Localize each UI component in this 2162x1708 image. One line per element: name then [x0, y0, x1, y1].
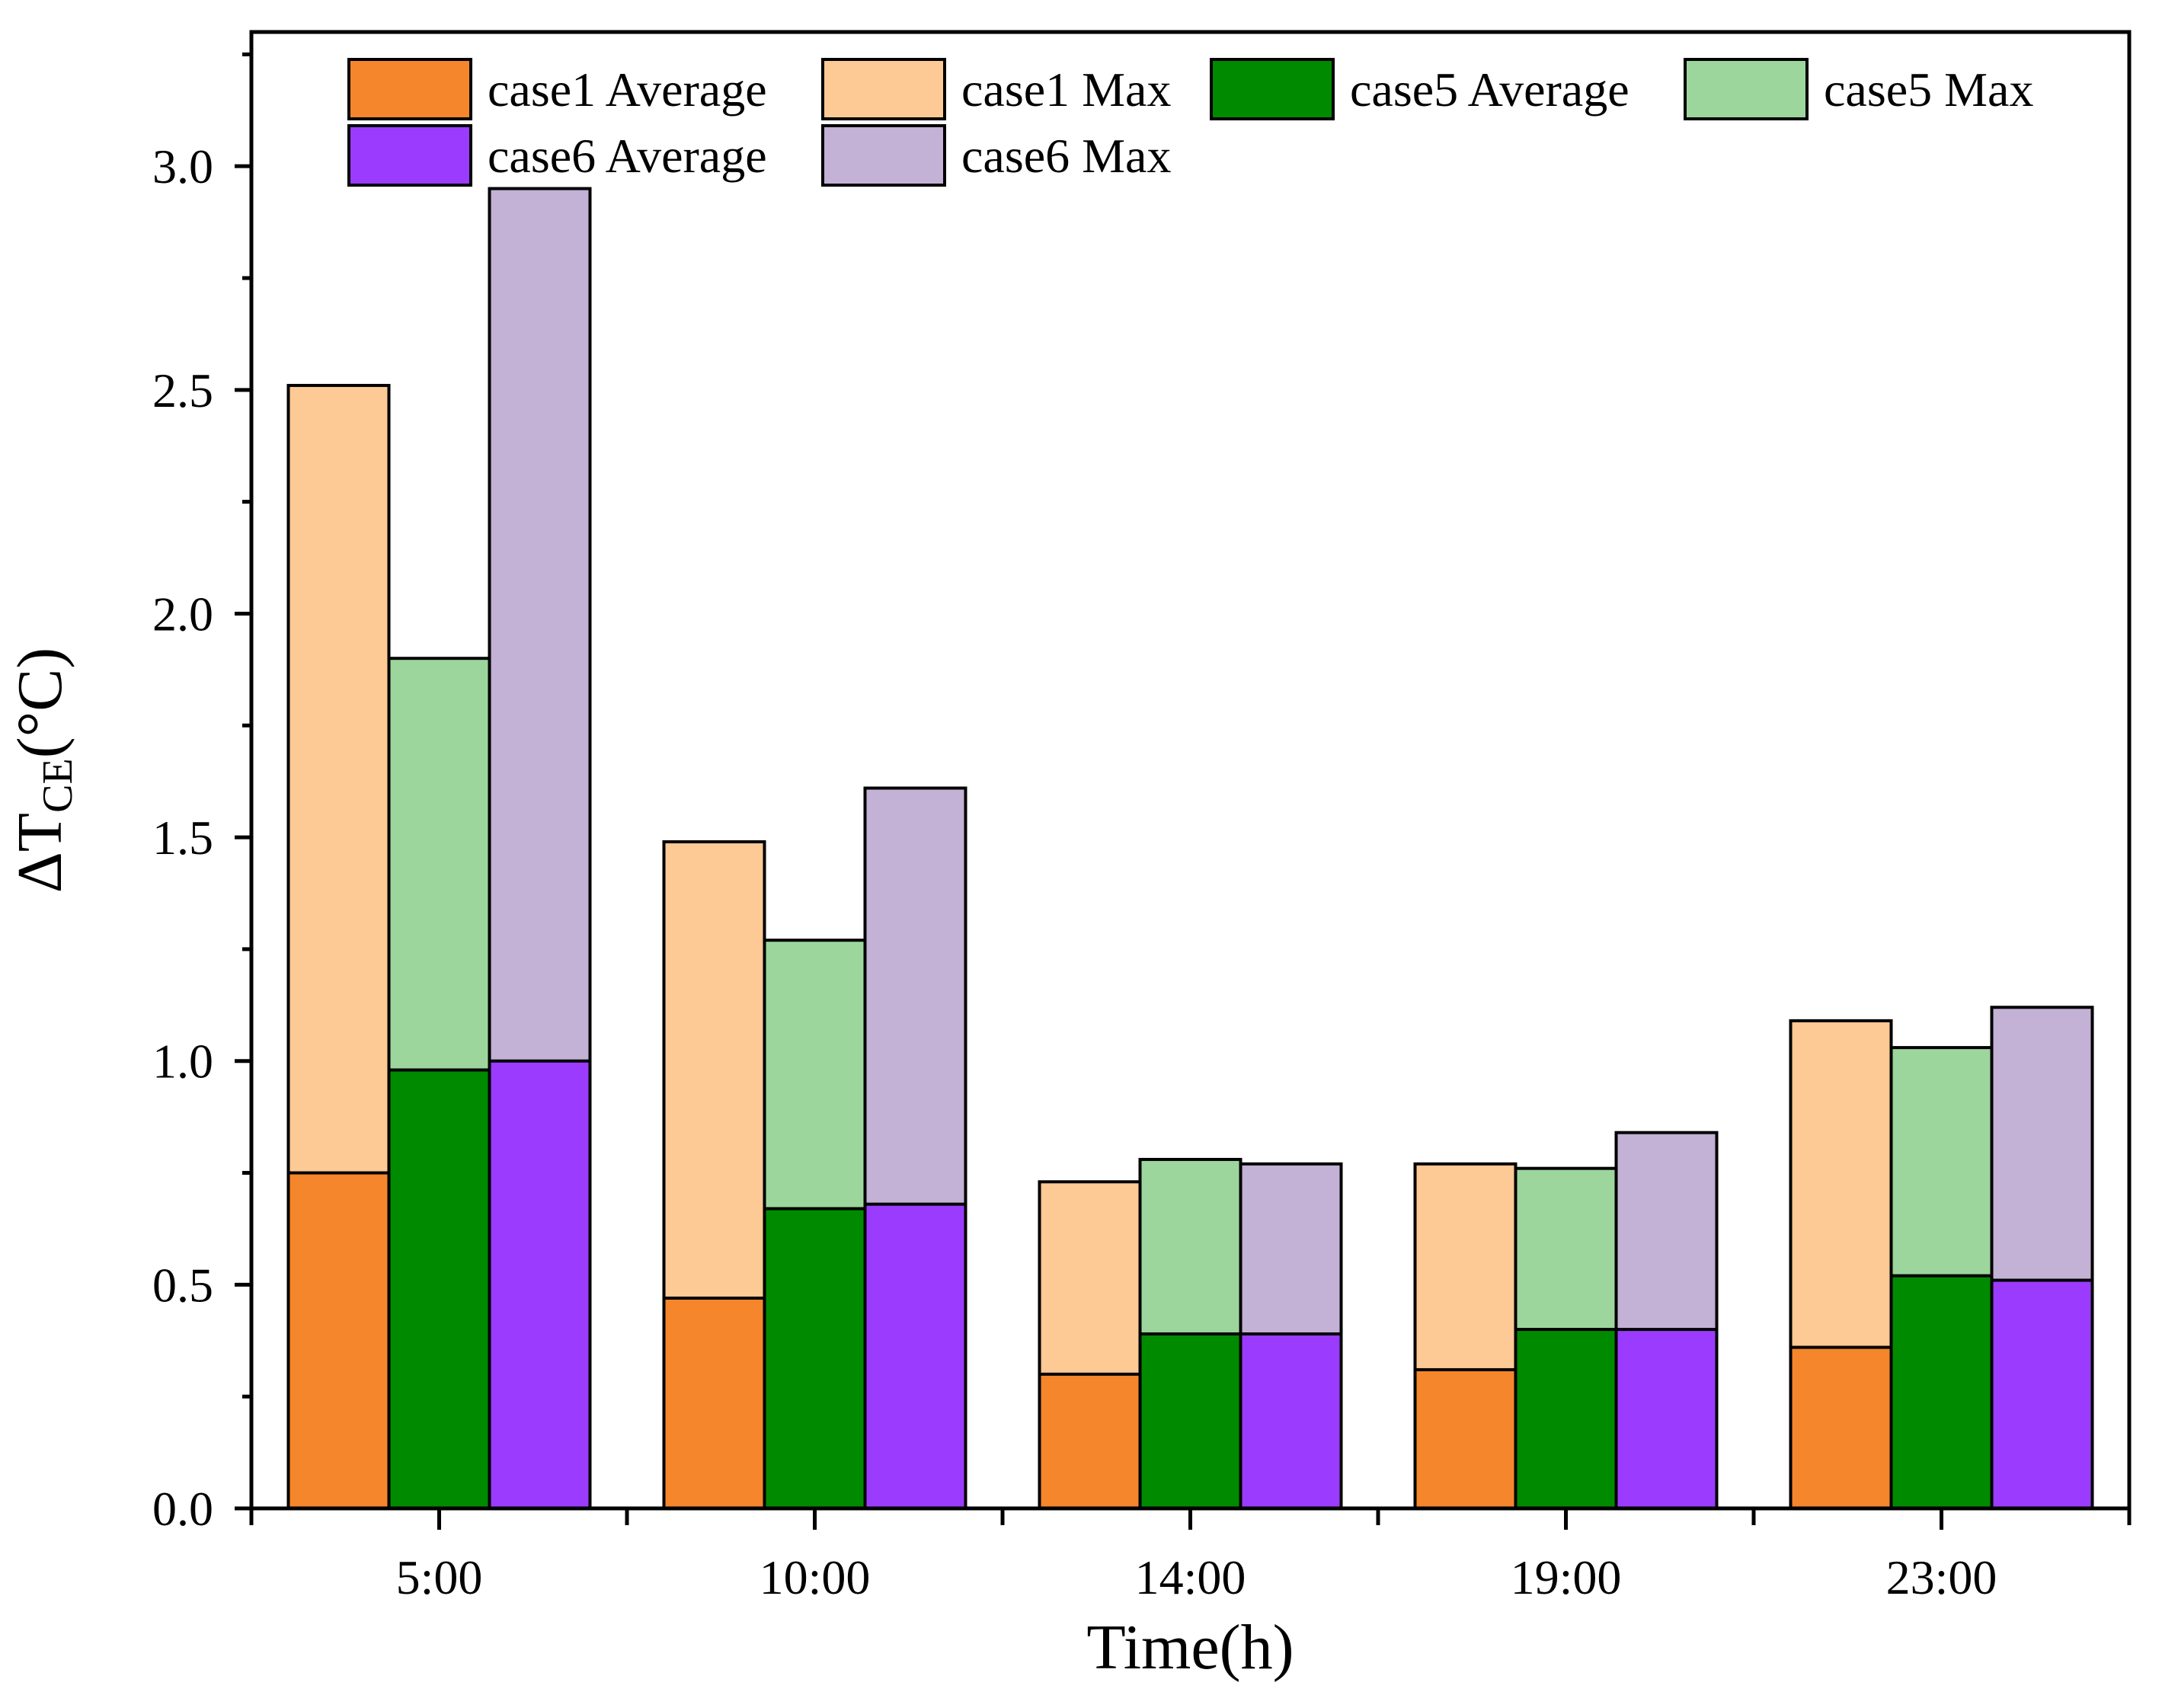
y-axis-title-suffix: (°C)	[5, 648, 75, 759]
x-tick-label: 23:00	[1886, 1550, 1997, 1604]
bar-case5-average	[763, 1207, 867, 1510]
bar-case6-average	[1990, 1278, 2094, 1511]
legend-label: case5 Average	[1350, 62, 1629, 117]
legend-swatch	[821, 58, 946, 120]
legend-swatch	[1210, 58, 1335, 120]
legend-label: case6 Max	[961, 129, 1171, 183]
legend-swatch	[347, 124, 472, 187]
y-axis-title: ΔTCE(°C)	[5, 648, 82, 893]
bar-case6-average	[488, 1059, 592, 1510]
x-tick-label: 14:00	[1135, 1550, 1246, 1604]
y-tick-label: 0.0	[152, 1482, 213, 1536]
bar-case1-average	[1789, 1345, 1893, 1510]
bar-case5-average	[387, 1068, 491, 1511]
legend-label: case1 Max	[961, 62, 1171, 117]
bar-case6-average	[863, 1202, 967, 1510]
bars-layer	[286, 187, 2094, 1511]
bar-case5-average	[1889, 1274, 1994, 1510]
y-tick-label: 2.0	[152, 587, 213, 641]
legend-label: case6 Average	[488, 129, 767, 183]
y-tick-label: 2.5	[152, 363, 213, 417]
x-tick-label: 10:00	[760, 1550, 871, 1604]
legend-swatch	[821, 124, 946, 187]
y-tick-label: 0.5	[152, 1258, 213, 1312]
bar-case1-average	[1038, 1372, 1142, 1511]
bar-case5-average	[1514, 1328, 1618, 1511]
x-tick-label: 5:00	[396, 1550, 483, 1604]
legend-swatch	[1684, 58, 1809, 120]
bar-case1-average	[286, 1171, 391, 1510]
x-tick-label: 19:00	[1511, 1550, 1622, 1604]
x-axis-title: Time(h)	[1086, 1612, 1294, 1683]
legend-label: case5 Max	[1824, 62, 2033, 117]
bar-case1-average	[662, 1296, 766, 1510]
legend: case1 Average case1 Max case5 Average case5…	[347, 58, 2033, 187]
y-tick-label: 1.0	[152, 1035, 213, 1089]
y-axis-title-prefix: ΔT	[5, 813, 75, 893]
bar-case5-average	[1138, 1332, 1243, 1510]
y-axis-title-subscript: CE	[34, 758, 82, 813]
bar-case6-average	[1614, 1328, 1719, 1511]
legend-swatch	[347, 58, 472, 120]
y-tick-label: 1.5	[152, 811, 213, 865]
bar-case6-average	[1239, 1332, 1343, 1510]
y-tick-label: 3.0	[152, 139, 213, 194]
legend-label: case1 Average	[488, 62, 767, 117]
axes-layer: 0.0 0.5 1.0 1.5 2.0 2.5 3.0 5:00 10:00 14:00 19:00…	[152, 52, 2132, 1604]
bar-case1-average	[1413, 1367, 1518, 1510]
